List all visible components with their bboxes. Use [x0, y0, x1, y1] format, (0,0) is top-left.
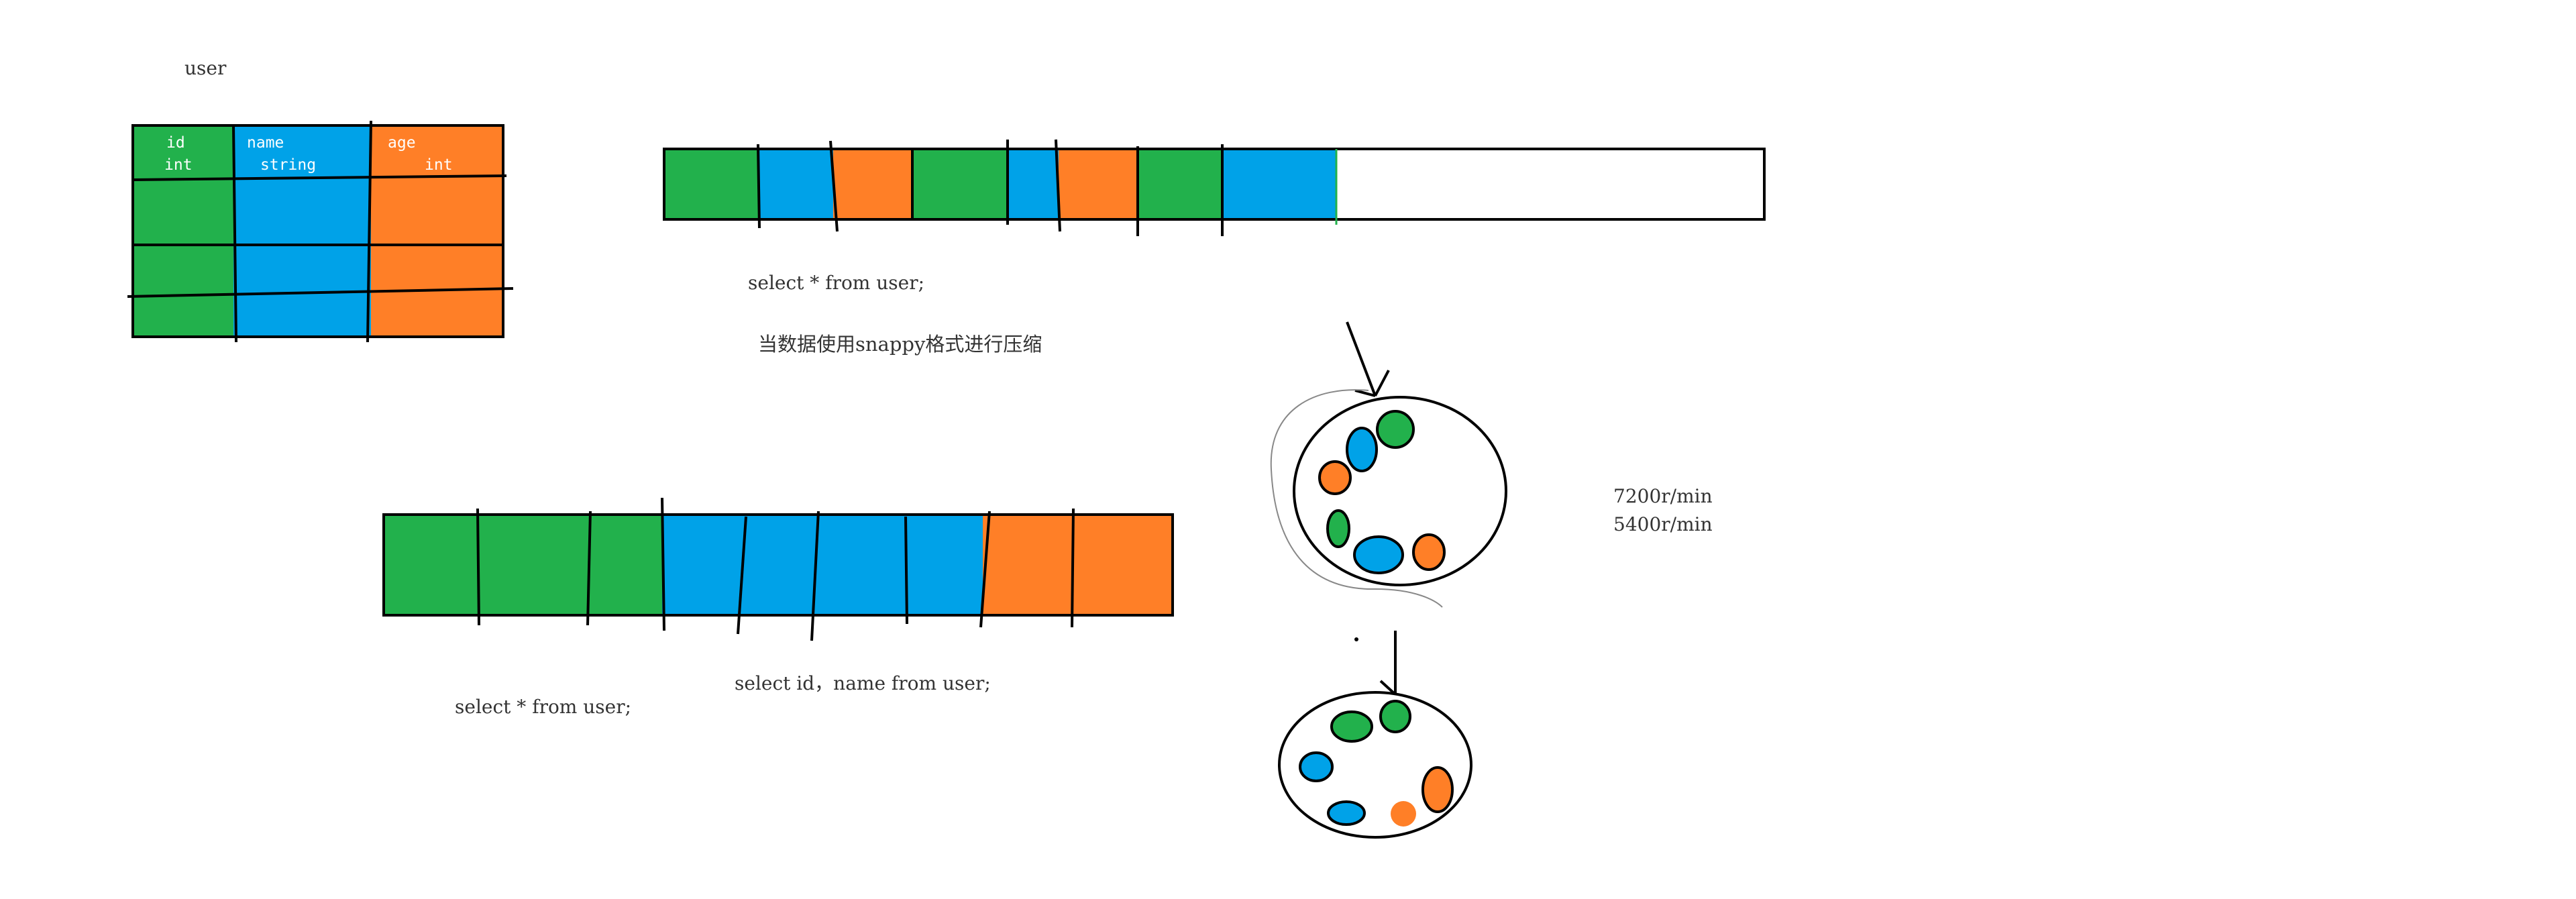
data-dot [1326, 509, 1350, 548]
col-id-type: int [164, 156, 193, 174]
column-store-bar [382, 497, 1174, 641]
data-dot [1327, 800, 1366, 826]
data-dot [1330, 710, 1373, 743]
column-store-projection-query: select id，name from user; [735, 672, 991, 694]
col-age-name: age [388, 134, 416, 152]
table-row-line [132, 174, 507, 181]
col-divider [1071, 508, 1075, 628]
data-dot [1391, 801, 1416, 827]
column-store-border [382, 513, 1174, 617]
col-divider [737, 516, 747, 635]
table-col-line [232, 125, 237, 343]
data-dot [1346, 427, 1378, 472]
row-divider [1055, 139, 1061, 232]
user-table [127, 120, 514, 343]
platter-lower [1278, 691, 1472, 839]
col-divider [476, 508, 480, 626]
table-title: user [184, 57, 227, 79]
col-divider [586, 511, 592, 626]
col-id-name: id [166, 134, 185, 152]
data-dot [1421, 766, 1454, 813]
row-block [912, 149, 1008, 219]
col-divider [810, 511, 820, 641]
disk-lower [1278, 631, 1472, 839]
col-divider [661, 497, 665, 631]
column-store-all-query: select * from user; [455, 696, 632, 718]
row-block [1008, 149, 1059, 219]
disk-speed-7200: 7200r/min [1613, 485, 1713, 507]
table-col-age [371, 125, 503, 337]
arrow-shaft [1346, 321, 1377, 396]
arrow-head [1354, 389, 1376, 397]
col-name-type: string [260, 156, 317, 174]
compression-note: 当数据使用snappy格式进行压缩 [758, 333, 1042, 356]
table-row-line [127, 287, 514, 298]
row-store-border [663, 148, 1766, 221]
table-col-id [133, 125, 233, 337]
row-store-bar [663, 139, 1766, 236]
read-head-line [1379, 680, 1397, 696]
col-block-name [662, 515, 983, 615]
row-block [664, 149, 758, 219]
row-store-query: select * from user; [748, 272, 925, 294]
col-age-type: int [425, 156, 453, 174]
rotation-curve [1270, 389, 1443, 608]
disk-speed-5400: 5400r/min [1613, 513, 1713, 535]
row-block [1059, 149, 1138, 219]
stray-dot [1354, 637, 1358, 641]
row-block [758, 149, 833, 219]
col-block-id [384, 515, 662, 615]
data-dot [1379, 700, 1411, 733]
data-dot [1318, 460, 1352, 495]
col-block-age [983, 515, 1173, 615]
row-divider [829, 140, 839, 232]
col-divider [904, 516, 908, 625]
table-border [131, 124, 504, 338]
data-dot [1412, 533, 1446, 571]
data-dot [1376, 410, 1415, 449]
row-block [1138, 149, 1222, 219]
table-col-line [366, 120, 372, 343]
row-block [833, 149, 912, 219]
col-divider [979, 511, 991, 628]
data-dot [1353, 535, 1404, 574]
col-name-name: name [247, 134, 284, 152]
arrow-head [1374, 370, 1390, 396]
disk-upper [1270, 321, 1507, 608]
table-col-name [233, 125, 371, 337]
data-dot [1299, 751, 1334, 782]
row-block [1222, 149, 1336, 219]
row-divider [757, 144, 761, 229]
